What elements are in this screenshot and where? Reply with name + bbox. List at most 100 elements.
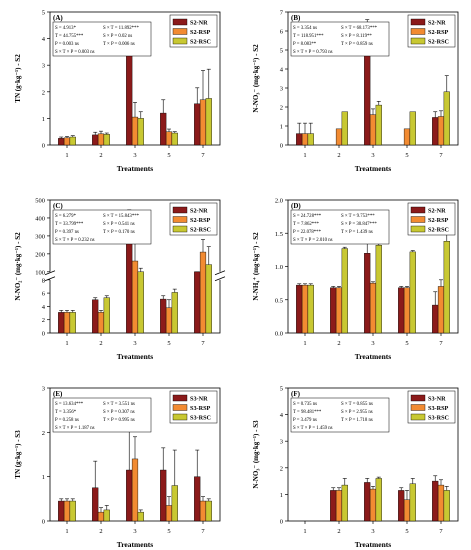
bar [205, 98, 212, 146]
legend-swatch [172, 37, 188, 45]
y-axis-label: TN (g·kg⁻¹) - S2 [14, 54, 22, 103]
stats-line: S × T = 9.753*** [341, 214, 375, 219]
y-tick-label: 0 [42, 519, 45, 526]
y-tick-label: 3 [42, 63, 45, 70]
y-axis-label: N-NO₃⁻ (mg·kg⁻¹) - S3 [252, 420, 260, 489]
x-axis-label: Treatments [355, 540, 391, 549]
stats-line: T × P = 0.006 ns [103, 42, 135, 47]
x-tick-label: 7 [201, 528, 205, 535]
stats-box [52, 209, 152, 245]
stats-line: S × T = 68.173*** [341, 26, 378, 31]
panel-tag: (E) [53, 390, 63, 398]
bar [403, 499, 411, 522]
stats-line: T = 3.356* [55, 410, 77, 415]
bar [409, 251, 416, 334]
y-tick-label: 2 [280, 465, 283, 472]
bar [403, 287, 411, 334]
bar [194, 103, 201, 146]
y-tick-label: 1 [42, 116, 45, 123]
bar [341, 248, 348, 334]
bar [335, 490, 343, 522]
bar [437, 116, 445, 146]
x-axis-label: Treatments [355, 164, 391, 173]
stats-line: S × P = 30.847*** [341, 222, 377, 227]
y-axis-label: N-NO₃⁻ (mg·kg⁻¹) - S2 [252, 44, 260, 113]
y-tick-label: 100 [35, 269, 45, 276]
axis-break-mark [214, 270, 226, 276]
bar [432, 117, 439, 146]
bar [171, 485, 178, 522]
stats-line: S × T × P = 0.232 ns [55, 238, 95, 243]
y-tick-label: 2 [42, 430, 45, 437]
bar [205, 500, 212, 522]
legend-label: S2-NR [428, 208, 446, 215]
x-tick-label: 3 [133, 152, 136, 159]
bar [335, 128, 343, 146]
legend-label: S3-NR [190, 396, 208, 403]
x-tick-label: 2 [337, 340, 340, 347]
legend-swatch [410, 404, 426, 411]
legend-swatch [410, 216, 426, 223]
panel-tag: (F) [291, 390, 301, 398]
stats-line: S × P = 2.955 ns [341, 410, 373, 415]
x-axis-label: Treatments [117, 352, 153, 361]
x-tick-label: 1 [303, 340, 306, 347]
y-tick-label: 4 [42, 304, 46, 311]
y-tick-label: 4 [280, 412, 284, 419]
bar [69, 136, 76, 146]
y-axis-label: TN (g·kg⁻¹) - S3 [14, 430, 22, 479]
stats-line: T × P = 1.718 ns [341, 418, 373, 423]
y-tick-label: 400 [35, 215, 45, 222]
bar [63, 312, 71, 334]
y-tick-label: 500 [35, 198, 45, 205]
bar [63, 137, 71, 146]
x-axis-label: Treatments [117, 540, 153, 549]
axis-break-mask [216, 271, 224, 280]
y-axis-label: N-NH₄⁺ (mg·kg⁻¹) - S2 [252, 232, 260, 301]
legend-swatch [172, 18, 188, 26]
bar [199, 251, 207, 334]
chart-panel-1: 0 1 2 3 4 5 1 2 3 5 7 Treatments TN (g·kg⁻¹) - S2 (A)… [14, 10, 221, 173]
stats-line: S × T × P = 0.793 ns [293, 50, 333, 55]
bar [137, 511, 144, 522]
panel-tag: (A) [53, 14, 63, 22]
y-tick-label: 3 [42, 386, 45, 393]
stats-box [290, 21, 390, 57]
legend-label: S2-NR [190, 208, 208, 215]
legend-swatch [172, 413, 188, 421]
axis-break-mask [46, 271, 54, 280]
y-tick-label: 1 [280, 492, 283, 499]
stats-line: S × T = 15.843*** [103, 214, 140, 219]
bar [63, 500, 71, 522]
stats-line: T = 7.862*** [293, 222, 320, 227]
bar [165, 505, 173, 522]
bar [131, 260, 139, 334]
stats-box [290, 209, 390, 245]
legend-label: S3-RSP [190, 405, 211, 412]
x-tick-label: 3 [371, 152, 374, 159]
bar [199, 99, 207, 146]
bar [432, 480, 439, 522]
stats-line: T × P = 1.439 ns [341, 230, 373, 235]
bar [409, 483, 416, 522]
x-tick-label: 2 [99, 528, 102, 535]
legend-swatch [172, 404, 188, 411]
bar [103, 509, 110, 522]
x-tick-label: 1 [303, 152, 306, 159]
x-tick-label: 2 [337, 152, 340, 159]
bar [160, 112, 167, 146]
bar [341, 484, 348, 522]
stats-line: T = 98.481*** [293, 410, 322, 415]
x-tick-label: 3 [133, 528, 136, 535]
stats-line: S × P = 8.119** [341, 34, 372, 39]
bar [103, 297, 110, 334]
bar [296, 133, 303, 146]
legend-swatch [410, 28, 426, 35]
y-tick-label: 0 [42, 143, 45, 150]
x-tick-label: 5 [405, 340, 408, 347]
bar [92, 299, 99, 334]
legend-swatch [172, 28, 188, 35]
stats-line: S = 0.735 ns [293, 402, 317, 407]
stats-line: S = 24.728*** [293, 214, 322, 219]
